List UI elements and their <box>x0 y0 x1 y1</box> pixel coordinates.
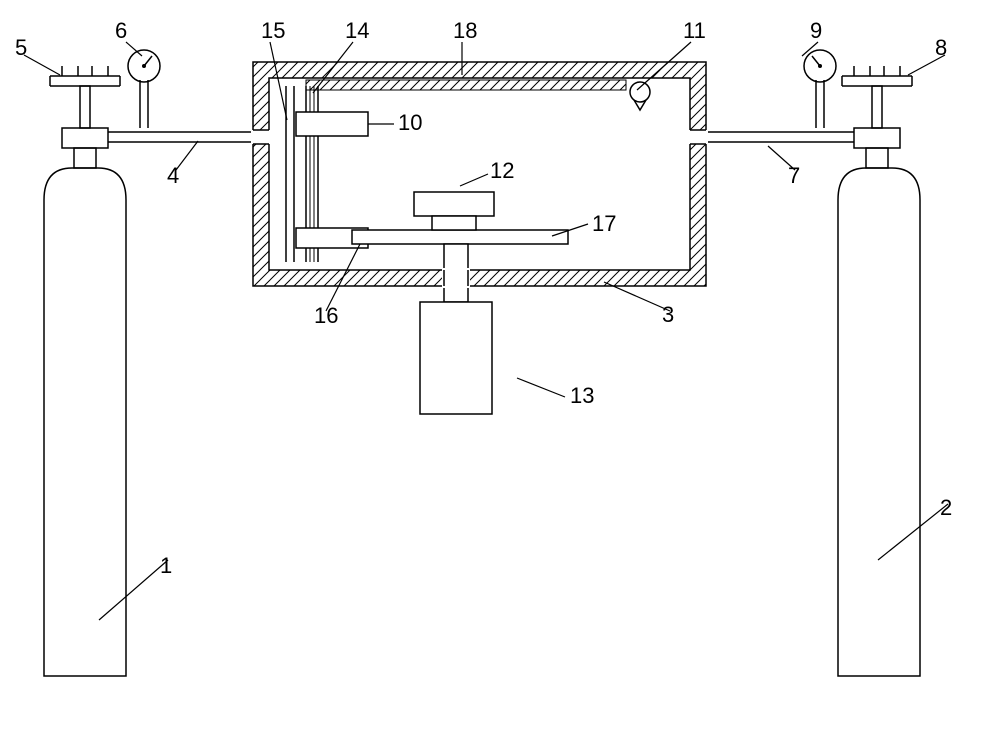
pipe-left <box>108 132 253 142</box>
leader-15 <box>270 42 287 120</box>
label-15: 15 <box>261 18 285 43</box>
leader-4 <box>176 141 198 170</box>
cylinder-right <box>706 50 920 676</box>
label-8: 8 <box>935 35 947 60</box>
valve-handle-right <box>842 66 912 86</box>
leader-2 <box>878 504 948 560</box>
diagram-svg: 123456789101112131415161718 <box>0 0 1000 735</box>
label-17: 17 <box>592 211 616 236</box>
leader-13 <box>517 378 565 397</box>
label-16: 16 <box>314 303 338 328</box>
label-11: 11 <box>683 18 706 43</box>
cylinder-left <box>44 50 253 676</box>
leader-12 <box>460 174 488 186</box>
callout-labels: 123456789101112131415161718 <box>15 18 952 578</box>
lamp <box>630 82 650 110</box>
leader-1 <box>99 560 168 620</box>
label-13: 13 <box>570 383 594 408</box>
label-18: 18 <box>453 18 477 43</box>
gauge-right <box>804 50 836 128</box>
label-9: 9 <box>810 18 822 43</box>
chamber <box>251 62 708 302</box>
leader-5 <box>24 55 60 75</box>
motor <box>420 302 492 414</box>
label-5: 5 <box>15 35 27 60</box>
label-1: 1 <box>160 553 172 578</box>
label-6: 6 <box>115 18 127 43</box>
pipe-right <box>706 132 854 142</box>
label-7: 7 <box>788 163 800 188</box>
gauge-left <box>128 50 160 128</box>
label-10: 10 <box>398 110 422 135</box>
label-14: 14 <box>345 18 369 43</box>
label-2: 2 <box>940 495 952 520</box>
valve-handle-left <box>50 66 120 86</box>
label-3: 3 <box>662 302 674 327</box>
label-4: 4 <box>167 163 179 188</box>
label-12: 12 <box>490 158 514 183</box>
